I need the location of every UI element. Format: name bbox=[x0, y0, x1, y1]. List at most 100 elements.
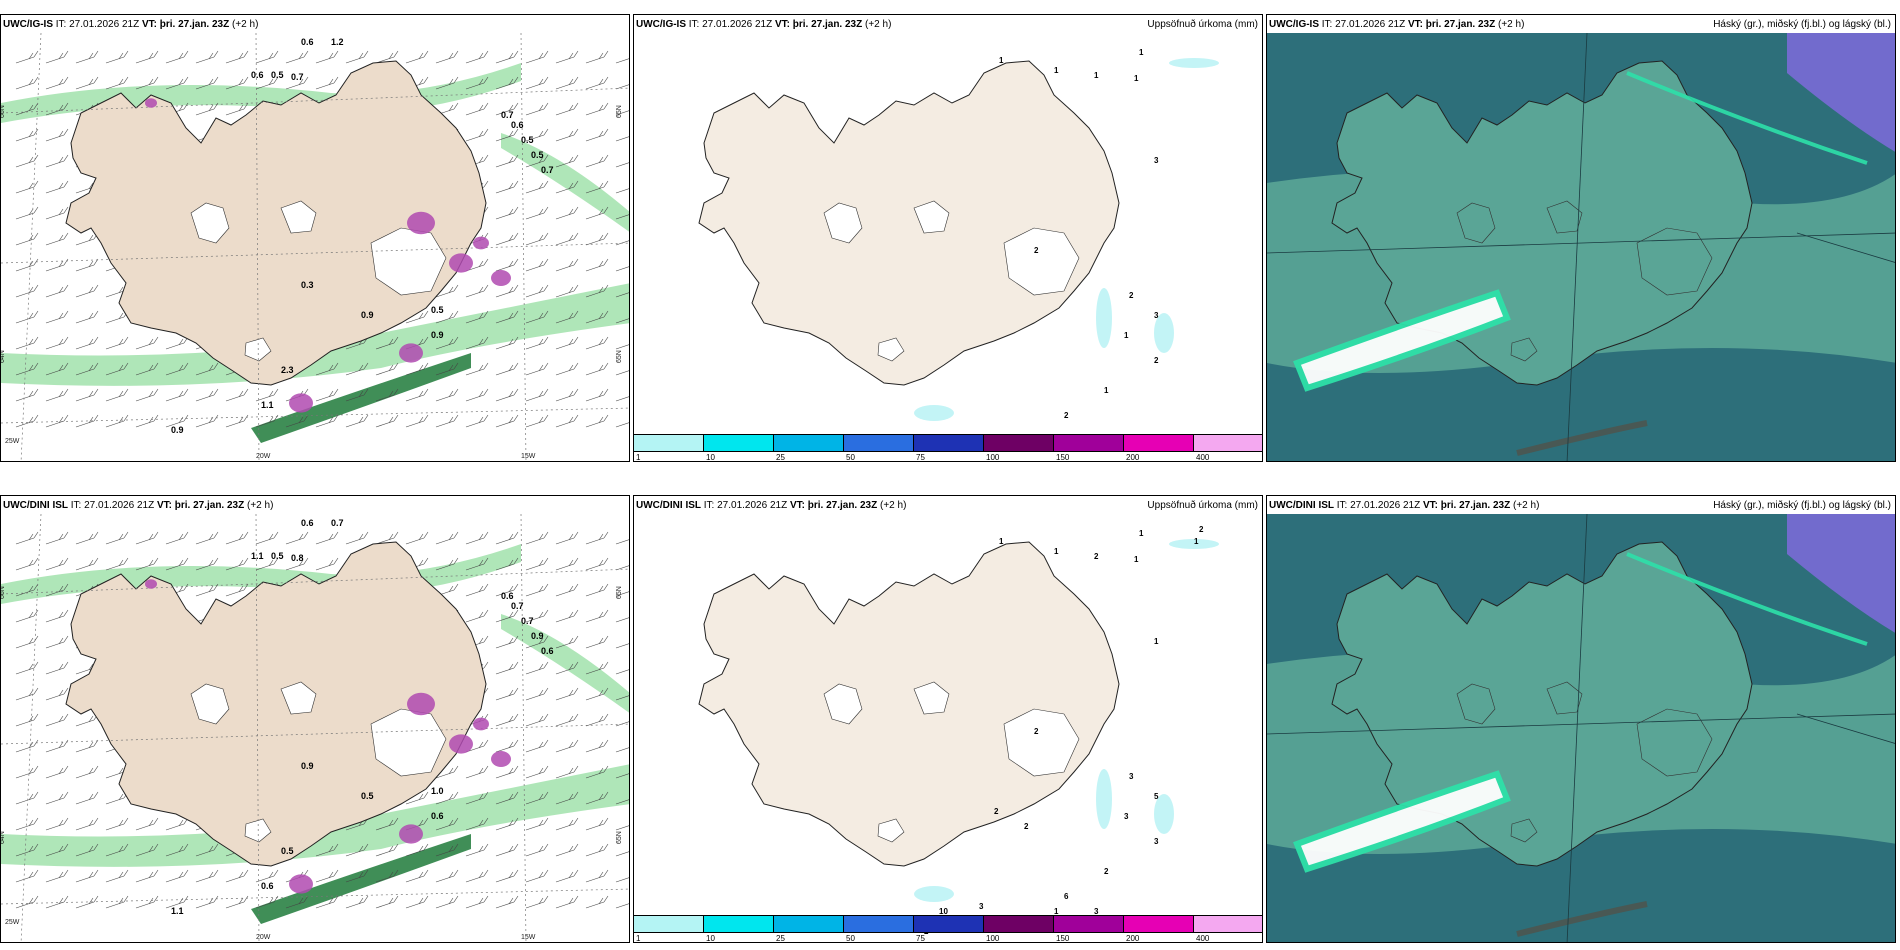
glacier-outline bbox=[1636, 227, 1713, 296]
wind-barb bbox=[165, 76, 189, 90]
wind-barb bbox=[45, 414, 69, 428]
wind-barb bbox=[495, 154, 519, 168]
longitude-line bbox=[20, 514, 42, 942]
wind-barb bbox=[525, 557, 549, 571]
colorbar-tick-label: 200 bbox=[1126, 453, 1140, 462]
wind-barb bbox=[15, 609, 39, 623]
wind-barb bbox=[495, 739, 519, 753]
precip-colorbar: 1 10 25 50 75 100 150 200 400 bbox=[634, 915, 1262, 943]
wind-barb bbox=[435, 76, 459, 90]
wind-barb bbox=[615, 58, 629, 64]
map-canvas bbox=[1267, 33, 1895, 461]
wind-barb bbox=[195, 843, 219, 857]
wind-barb bbox=[375, 843, 399, 857]
wind-barb bbox=[585, 388, 609, 402]
wind-barb bbox=[15, 310, 39, 324]
snow-precip-cell bbox=[449, 734, 473, 754]
wind-barb bbox=[525, 661, 549, 675]
wind-barb bbox=[405, 362, 429, 376]
wind-barb bbox=[195, 583, 219, 597]
wind-barb bbox=[525, 206, 549, 220]
wind-barb bbox=[105, 50, 129, 64]
wind-map: 0.6 1.2 0.6 0.5 0.7 0.7 0.6 0.5 0.5 0.7 0.9 0.9 2.3 1… bbox=[1, 33, 629, 461]
wind-barb bbox=[225, 869, 249, 883]
wind-barb bbox=[345, 362, 369, 376]
wind-barb bbox=[585, 76, 609, 90]
wind-barb bbox=[255, 557, 279, 571]
wind-barb bbox=[615, 695, 629, 701]
wind-barb bbox=[105, 336, 129, 350]
snow-precip-cell bbox=[399, 824, 423, 844]
panel-header: UWC/DINI ISL IT: 27.01.2026 21Z VT: þri.… bbox=[1269, 500, 1539, 511]
precip-amount-label: 2 bbox=[1034, 727, 1039, 736]
precip-value-label: 0.7 bbox=[541, 165, 554, 175]
wind-barb bbox=[495, 661, 519, 675]
wind-barb bbox=[15, 414, 39, 428]
snow-precip-cell bbox=[473, 236, 489, 250]
wind-barb bbox=[45, 869, 69, 883]
precip-amount-label: 3 bbox=[1154, 837, 1159, 846]
wind-barb bbox=[375, 895, 399, 909]
wind-barb bbox=[15, 661, 39, 675]
colorbar-tick-label: 25 bbox=[776, 934, 785, 943]
colorbar-tick-label: 400 bbox=[1196, 934, 1210, 943]
wind-barb bbox=[75, 232, 99, 246]
wind-barb bbox=[75, 50, 99, 64]
wind-barb bbox=[45, 50, 69, 64]
wind-barb bbox=[555, 739, 579, 753]
wind-barb bbox=[555, 154, 579, 168]
iceland-coastline bbox=[65, 60, 487, 386]
colorbar-swatch bbox=[914, 435, 984, 451]
precip-amount-label: 1 bbox=[1104, 386, 1109, 395]
wind-barb bbox=[105, 895, 129, 909]
wind-barb bbox=[165, 869, 189, 883]
wind-barb bbox=[585, 713, 609, 727]
wind-barb bbox=[465, 362, 489, 376]
precip-area bbox=[1154, 794, 1174, 834]
wind-barb bbox=[15, 765, 39, 779]
precip-band bbox=[1, 283, 629, 386]
wind-barb bbox=[465, 310, 489, 324]
wind-barb bbox=[15, 531, 39, 545]
low-cloud-band bbox=[1293, 289, 1511, 392]
colorbar-swatch bbox=[1124, 435, 1194, 451]
precip-amount-label: 3 bbox=[1154, 156, 1159, 165]
wind-barb bbox=[135, 50, 159, 64]
colorbar-swatch bbox=[704, 435, 774, 451]
wind-barb bbox=[45, 310, 69, 324]
precip-panel-igis: UWC/IG-IS IT: 27.01.2026 21Z VT: þri. 27… bbox=[633, 14, 1263, 462]
colorbar-swatch bbox=[984, 916, 1054, 932]
wind-barb bbox=[15, 388, 39, 402]
snow-precip-cell bbox=[473, 717, 489, 731]
region-boundary bbox=[1796, 713, 1895, 744]
precip-value-label: 0.5 bbox=[431, 305, 444, 315]
wind-barb bbox=[75, 284, 99, 298]
colorbar-swatches bbox=[634, 434, 1262, 452]
wind-barb bbox=[585, 206, 609, 220]
wind-barb bbox=[525, 687, 549, 701]
precip-area bbox=[1096, 769, 1112, 829]
wind-barb bbox=[45, 739, 69, 753]
map-canvas: 1 1 1 1 1 3 2 2 3 1 2 1 2 bbox=[698, 48, 1219, 421]
colorbar-tick-label: 10 bbox=[706, 934, 715, 943]
wind-barb bbox=[435, 557, 459, 571]
wind-barb bbox=[555, 635, 579, 649]
colorbar-tick-label: 100 bbox=[986, 453, 1000, 462]
wind-barb bbox=[255, 414, 279, 428]
precip-area bbox=[1096, 288, 1112, 348]
precip-amount-label: 3 bbox=[979, 902, 984, 911]
wind-barb bbox=[555, 258, 579, 272]
precip-value-label: 0.7 bbox=[501, 110, 514, 120]
glacier-outline bbox=[370, 227, 447, 296]
cloud-title: Háský (gr.), miðský (fj.bl.) og lágský (… bbox=[1713, 19, 1891, 30]
wind-barb bbox=[555, 50, 579, 64]
wind-barb bbox=[435, 531, 459, 545]
wind-barb bbox=[75, 557, 99, 571]
glacier-outline bbox=[1456, 202, 1496, 244]
wind-barb bbox=[45, 843, 69, 857]
precip-amount-label: 1 bbox=[1054, 547, 1059, 556]
wind-precip-panel-dini: UWC/DINI ISL IT: 27.01.2026 21Z VT: þri.… bbox=[0, 495, 630, 943]
wind-barb bbox=[615, 851, 629, 857]
wind-barb bbox=[45, 76, 69, 90]
wind-barb bbox=[405, 388, 429, 402]
